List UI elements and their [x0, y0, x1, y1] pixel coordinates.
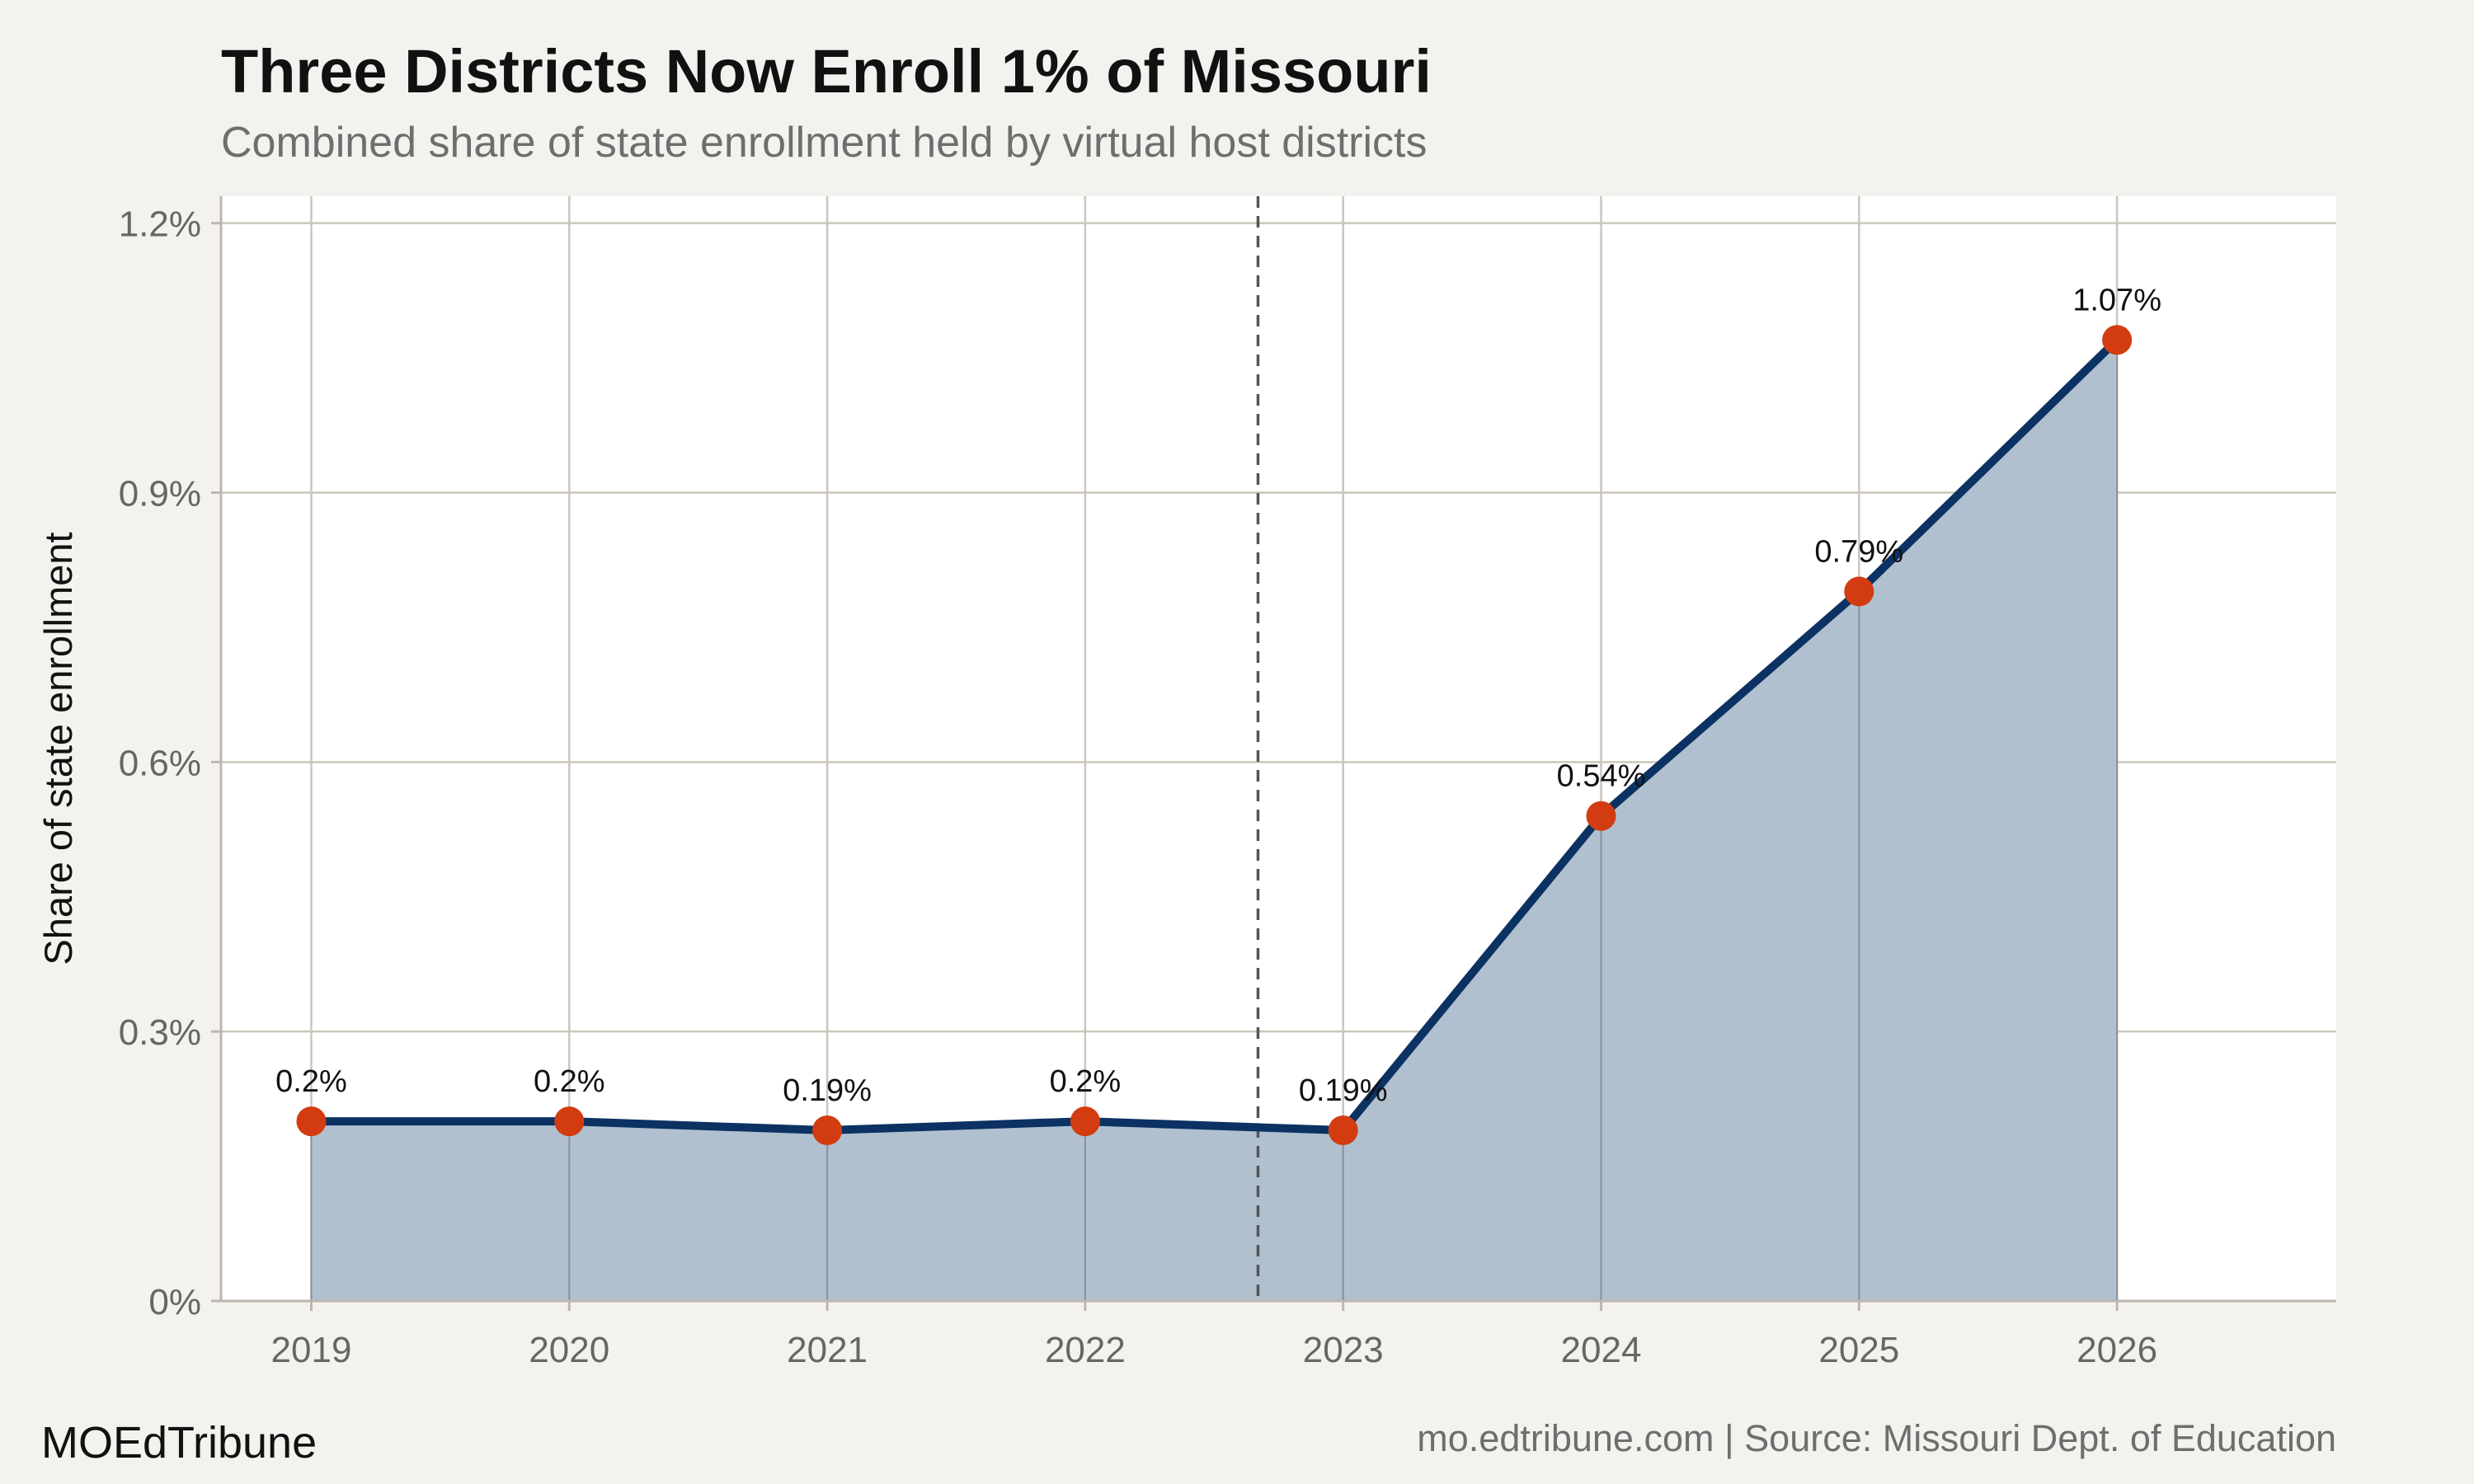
data-point — [2102, 325, 2133, 355]
brand-logo-text: MOEdTribune — [41, 1418, 317, 1468]
axes — [211, 196, 2336, 1311]
x-tick-label: 2024 — [1561, 1330, 1642, 1370]
chart-subtitle: Combined share of state enrollment held … — [221, 119, 1427, 167]
y-tick-labels: 0% 0.3% 0.6% 0.9% 1.2% — [119, 204, 201, 1322]
x-tick-label: 2020 — [529, 1330, 609, 1370]
data-point — [1328, 1115, 1358, 1146]
data-label: 1.07% — [2072, 283, 2161, 317]
data-point — [1070, 1106, 1100, 1137]
y-tick-label: 0.6% — [119, 743, 201, 783]
data-label: 0.19% — [1299, 1073, 1388, 1108]
data-points — [296, 325, 2133, 1146]
data-label: 0.2% — [1050, 1064, 1122, 1099]
y-axis-label: Share of state enrollment — [36, 532, 80, 965]
data-point — [554, 1106, 585, 1137]
x-tick-label: 2021 — [787, 1330, 868, 1370]
x-tick-label: 2019 — [271, 1330, 352, 1370]
series-line — [307, 336, 2122, 1135]
data-label: 0.2% — [275, 1064, 347, 1099]
area-fill — [311, 340, 2118, 1301]
data-labels: 0.2% 0.2% 0.19% 0.2% 0.19% 0.54% 0.79% 1.07% — [275, 283, 2161, 1108]
area-fill-layer — [311, 340, 2118, 1301]
y-tick-label: 0.3% — [119, 1012, 201, 1053]
series-line-layer — [307, 336, 2122, 1135]
x-tick-label: 2022 — [1045, 1330, 1126, 1370]
x-tick-label: 2026 — [2077, 1330, 2157, 1370]
data-point — [296, 1106, 327, 1137]
source-note: mo.edtribune.com | Source: Missouri Dept… — [1417, 1417, 2336, 1459]
data-point — [1844, 576, 1874, 607]
x-tick-labels: 2019 2020 2021 2022 2023 2024 2025 2026 — [271, 1330, 2158, 1370]
point-drop-lines — [310, 340, 2119, 1301]
x-tick-label: 2023 — [1303, 1330, 1384, 1370]
x-tick-label: 2025 — [1818, 1330, 1899, 1370]
data-label: 0.2% — [534, 1064, 605, 1099]
chart-title: Three Districts Now Enroll 1% of Missour… — [221, 37, 1432, 106]
data-point — [812, 1115, 843, 1146]
y-tick-label: 1.2% — [119, 204, 201, 245]
data-point — [1586, 801, 1616, 831]
y-tick-label: 0% — [148, 1282, 201, 1322]
data-label: 0.19% — [783, 1073, 872, 1108]
y-tick-label: 0.9% — [119, 474, 201, 514]
data-label: 0.79% — [1814, 534, 1903, 569]
data-label: 0.54% — [1557, 759, 1646, 794]
